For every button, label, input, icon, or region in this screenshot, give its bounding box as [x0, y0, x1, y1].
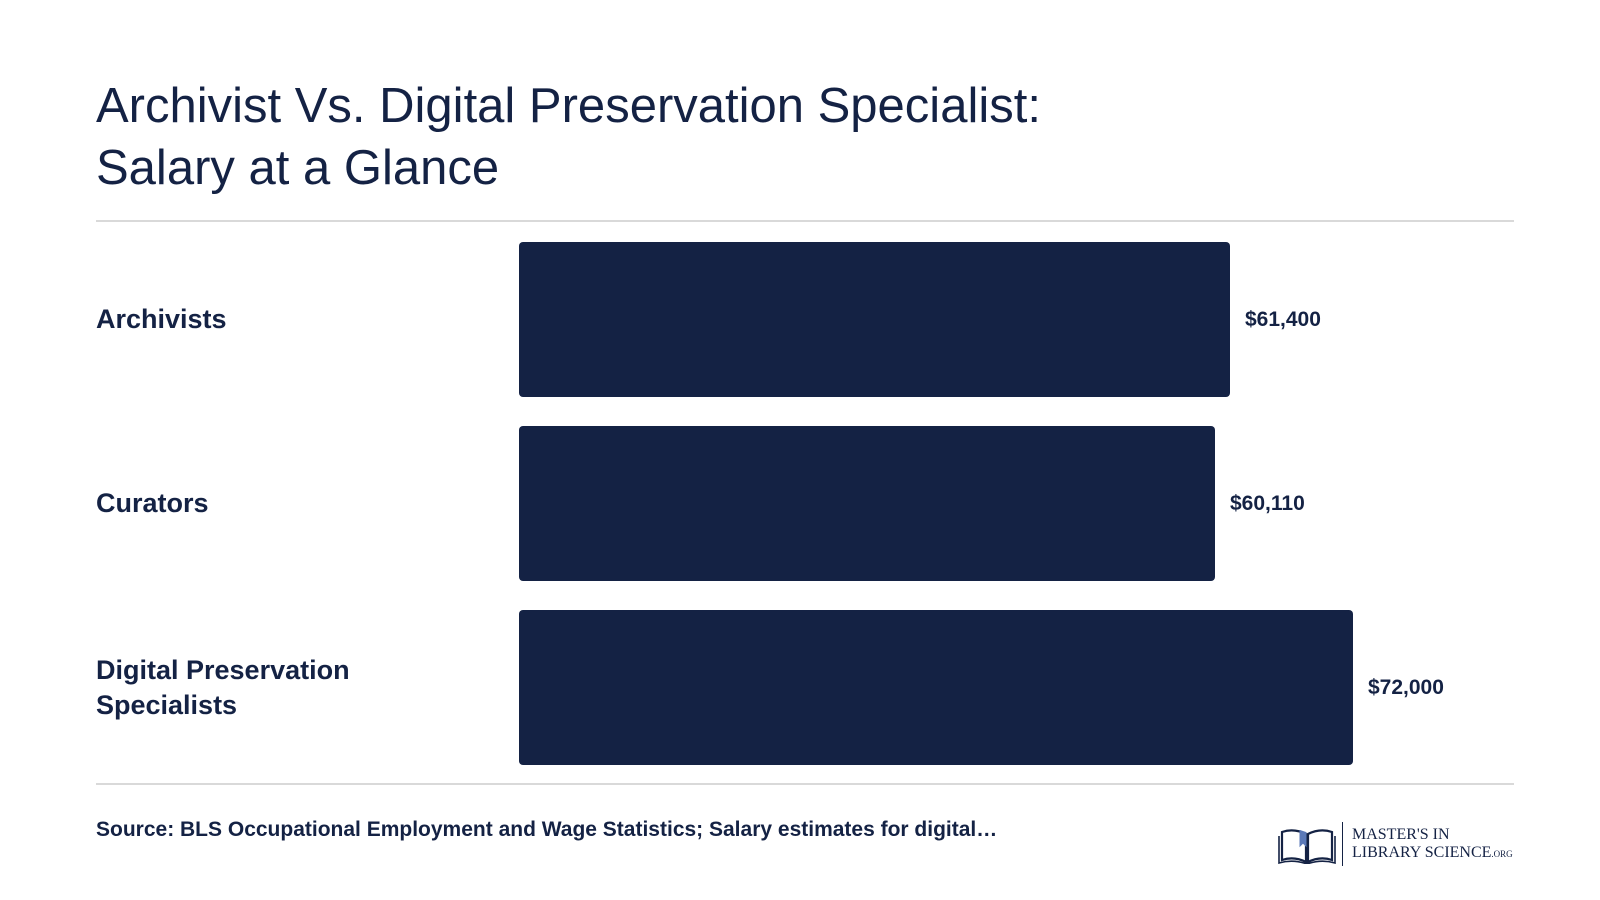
logo-divider [1342, 822, 1343, 866]
chart-title-line-2: Salary at a Glance [96, 141, 500, 195]
value-label-curators: $60,110 [1230, 491, 1305, 515]
value-label-digital-preservation-specialists: $72,000 [1368, 675, 1444, 699]
top-divider [96, 220, 1514, 222]
category-label-line: Archivists [96, 304, 227, 334]
site-logo: MASTER'S IN LIBRARY SCIENCE.ORG [1278, 820, 1518, 870]
category-label-line: Curators [96, 488, 209, 518]
logo-line-2: LIBRARY SCIENCE.ORG [1352, 844, 1513, 863]
source-note: Source: BLS Occupational Employment and … [96, 818, 998, 841]
category-label-archivists: Archivists [96, 302, 476, 337]
category-label-line: Digital Preservation [96, 654, 350, 685]
bar-curators [519, 426, 1215, 581]
open-book-icon [1278, 829, 1336, 864]
logo-wordmark: MASTER'S IN LIBRARY SCIENCE.ORG [1352, 826, 1513, 863]
logo-line-2-main: LIBRARY SCIENCE [1352, 844, 1492, 861]
chart-title-line-1: Archivist Vs. Digital Preservation Speci… [96, 79, 1041, 133]
category-label-line: Specialists [96, 689, 238, 720]
bar-archivists [519, 242, 1230, 397]
logo-line-1: MASTER'S IN [1352, 826, 1450, 843]
bar-digital-preservation-specialists [519, 610, 1353, 765]
category-label-digital-preservation-specialists: Digital Preservation Specialists [96, 653, 476, 723]
logo-suffix: .ORG [1491, 849, 1513, 859]
chart-title: Archivist Vs. Digital Preservation Speci… [96, 75, 1041, 199]
value-label-archivists: $61,400 [1245, 307, 1321, 331]
category-label-curators: Curators [96, 486, 476, 521]
bottom-divider [96, 783, 1514, 785]
